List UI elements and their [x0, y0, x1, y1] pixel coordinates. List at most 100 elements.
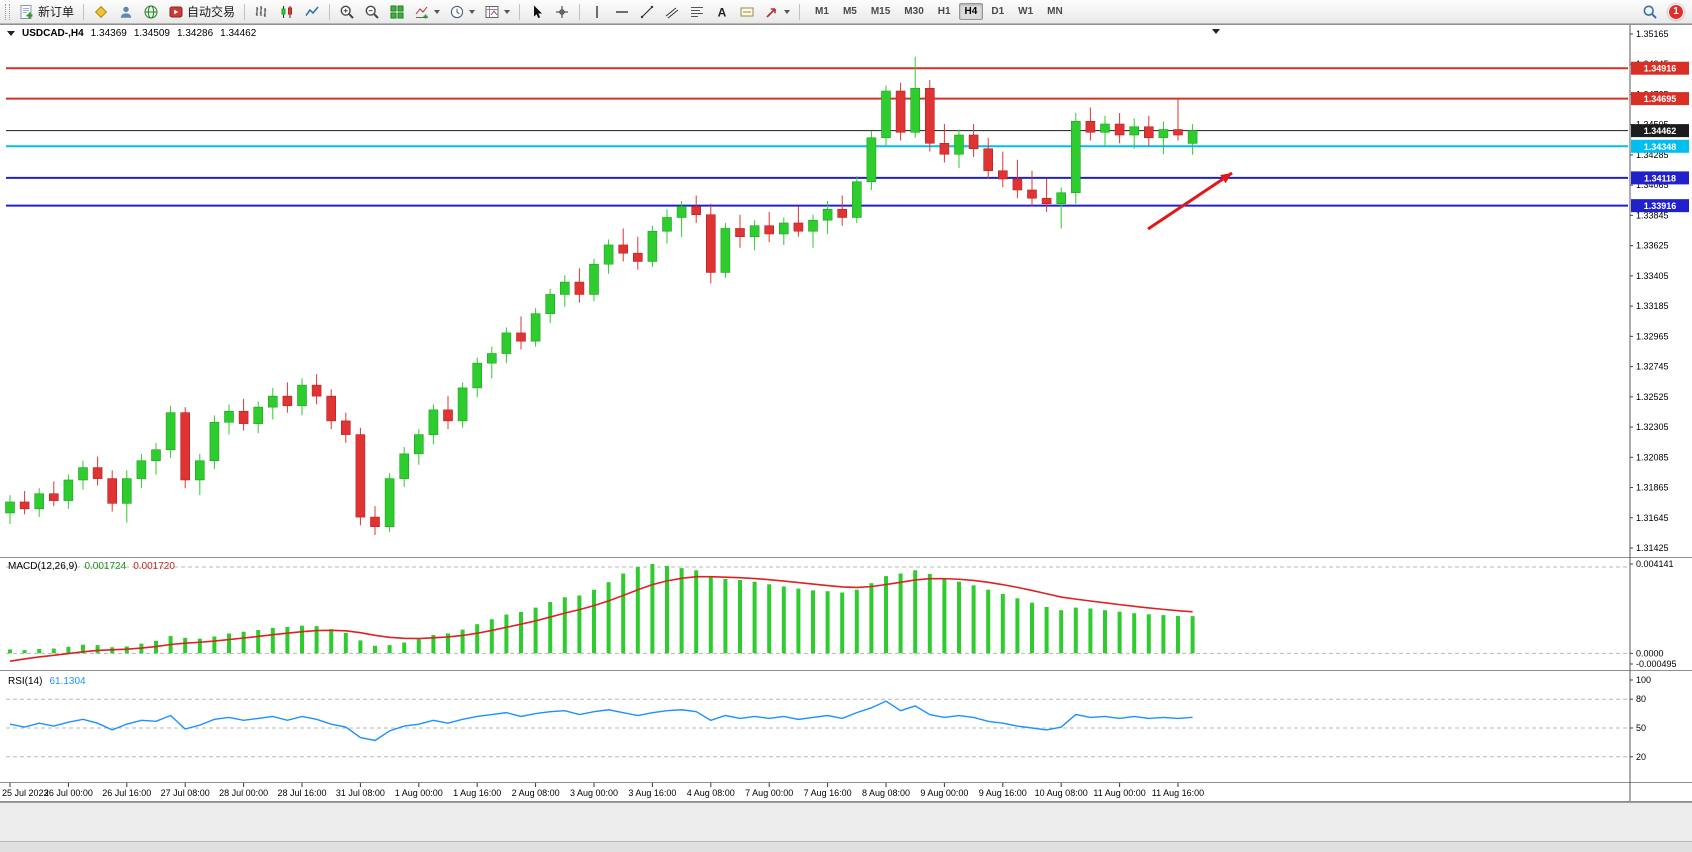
zoom-in-button[interactable]: [335, 2, 359, 22]
arrows-button[interactable]: [760, 2, 794, 22]
chart-list-caret[interactable]: [1212, 29, 1220, 34]
price-scale-label: 1.34285: [1636, 150, 1669, 160]
timeframe-m15-button[interactable]: M15: [870, 6, 891, 17]
candle-up: [1129, 126, 1139, 136]
candle-down: [311, 384, 322, 397]
label-icon: [740, 7, 754, 16]
candle-down: [1114, 123, 1125, 136]
templates-button[interactable]: [480, 2, 514, 22]
new-order-icon: [20, 4, 33, 19]
crosshair-button[interactable]: [550, 2, 574, 22]
periods-button[interactable]: [445, 2, 479, 22]
current-price-badge-text: 1.34462: [1644, 126, 1677, 136]
macd-scale-label: 0.004141: [1636, 559, 1674, 569]
candle-down: [983, 148, 994, 172]
candle-up: [662, 217, 672, 232]
price-scale-label: 1.33845: [1636, 210, 1669, 220]
macd-histogram-bar: [431, 634, 436, 654]
price-scale-label: 1.33625: [1636, 241, 1669, 251]
timeframe-w1-button[interactable]: W1: [1018, 6, 1034, 17]
candle-down: [180, 412, 190, 481]
toolbar-separator: [244, 3, 246, 20]
timeframe-h4-button[interactable]: H4: [958, 3, 984, 20]
macd-histogram-bar: [548, 601, 553, 654]
resistance-1-badge: [1631, 61, 1689, 75]
macd-histogram-bar: [81, 644, 85, 654]
macd-histogram-bar: [635, 567, 640, 654]
macd-histogram-bar: [592, 589, 596, 654]
candle-down: [735, 228, 745, 238]
zoom-out-button[interactable]: [360, 2, 384, 22]
text-button[interactable]: A: [710, 2, 734, 22]
macd-histogram-bar: [971, 585, 976, 654]
macd-histogram-bar: [475, 624, 480, 654]
time-label: 3 Aug 16:00: [628, 788, 676, 798]
macd-label: MACD(12,26,9): [8, 561, 78, 572]
fibonacci-button[interactable]: [685, 2, 709, 22]
candle-up: [1071, 120, 1081, 194]
price-scale-label: 1.34945: [1636, 59, 1669, 69]
search-icon: [1643, 4, 1657, 19]
timeframe-m1-button[interactable]: M1: [815, 6, 829, 17]
candle-up: [78, 467, 88, 481]
macd-histogram-bar: [270, 627, 275, 654]
support-cyan-badge-text: 1.34348: [1644, 142, 1677, 152]
macd-histogram-bar: [577, 595, 582, 654]
candle-down: [282, 395, 293, 407]
macd-histogram-bar: [898, 573, 903, 654]
timeframe-h1-button[interactable]: H1: [937, 6, 951, 17]
macd-pane: 0.004141 0.0000-0.000495: [6, 559, 1677, 669]
timeframe-m30-button[interactable]: M30: [904, 6, 924, 17]
support-blue-2-badge: [1631, 199, 1689, 213]
price-scale-label: 1.32305: [1636, 422, 1669, 432]
macd-histogram-bar: [168, 636, 173, 654]
globe-icon: [144, 5, 158, 18]
channel-button[interactable]: [660, 2, 684, 22]
label-button[interactable]: [735, 2, 759, 22]
one-click-trading-caret[interactable]: [7, 31, 15, 36]
fibonacci-icon: [691, 6, 704, 17]
new-order-button[interactable]: 新订单: [15, 2, 78, 22]
candle-up: [399, 453, 410, 479]
timeframe-mn-button[interactable]: MN: [1047, 6, 1063, 17]
price-scale: 1.35165 1.34945 1.34725 1.34505 1.34285 1.340…: [1630, 29, 1669, 553]
candle-up: [267, 395, 278, 408]
timeframe-d1-button[interactable]: D1: [991, 6, 1005, 17]
candle-down: [1027, 189, 1037, 199]
toolbar-grip[interactable]: [5, 3, 10, 20]
candle-down: [705, 214, 716, 273]
macd-histogram-bar: [738, 579, 742, 654]
dropdown-caret: [469, 9, 476, 14]
trendline-button[interactable]: [635, 2, 659, 22]
indicators-button[interactable]: [410, 2, 444, 22]
cursor-button[interactable]: [525, 2, 549, 22]
macd-histogram-bar: [285, 627, 290, 654]
candlestick-chart-button[interactable]: [275, 2, 299, 22]
time-label: 10 Aug 08:00: [1035, 788, 1088, 798]
trend-arrow-line[interactable]: [1147, 171, 1233, 231]
dropdown-caret: [784, 9, 791, 14]
candle-up: [778, 222, 789, 235]
community-button[interactable]: [114, 2, 138, 22]
market-button[interactable]: [139, 2, 163, 22]
support-blue-2-badge-text: 1.33916: [1644, 201, 1677, 211]
horizontal-line-button[interactable]: [610, 2, 634, 22]
panel-frames: [0, 24, 1692, 802]
autotrading-button[interactable]: 自动交易: [164, 2, 239, 22]
price-scale-label: 1.31865: [1636, 483, 1669, 493]
timeframe-m5-button[interactable]: M5: [842, 6, 857, 17]
macd-histogram-bar: [752, 581, 757, 654]
candle-up: [603, 244, 614, 265]
vertical-line-button[interactable]: [585, 2, 609, 22]
bar-chart-button[interactable]: [250, 2, 274, 22]
macd-scale-label: -0.000495: [1636, 659, 1677, 669]
candle-down: [1144, 126, 1154, 139]
metaeditor-button[interactable]: [89, 2, 113, 22]
search-button[interactable]: [1638, 2, 1662, 22]
toolbar-separator: [83, 3, 85, 20]
candle-up: [866, 137, 877, 183]
line-chart-button[interactable]: [300, 2, 324, 22]
tile-windows-button[interactable]: [385, 2, 409, 22]
notification-badge[interactable]: 1: [1668, 3, 1684, 20]
candle-up: [209, 421, 220, 462]
